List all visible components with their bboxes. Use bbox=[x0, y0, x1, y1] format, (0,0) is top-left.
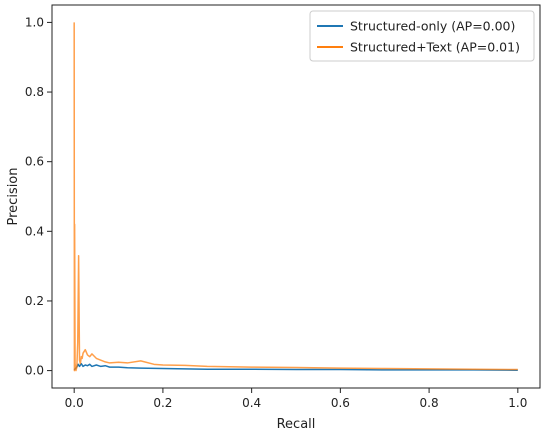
series-line-structured-text bbox=[73, 22, 518, 372]
y-tick-label: 0.0 bbox=[25, 364, 44, 378]
y-tick-label: 0.2 bbox=[25, 294, 44, 308]
y-tick-label: 0.8 bbox=[25, 85, 44, 99]
legend-label-structured-text: Structured+Text (AP=0.01) bbox=[350, 40, 520, 55]
x-tick-label: 0.4 bbox=[242, 396, 261, 410]
x-tick-label: 0.8 bbox=[420, 396, 439, 410]
axis-ticks: 0.0 0.2 0.4 0.6 0.8 1.0 0.0 0.2 0.4 0.6 0.8 1.0 bbox=[25, 15, 527, 410]
x-tick-label: 0.2 bbox=[153, 396, 172, 410]
legend: Structured-only (AP=0.00) Structured+Tex… bbox=[309, 10, 535, 62]
x-tick-label: 0.0 bbox=[65, 396, 84, 410]
plot-marks bbox=[73, 22, 518, 372]
legend-box bbox=[309, 10, 535, 62]
y-tick-label: 0.6 bbox=[25, 155, 44, 169]
series-line-structured-only bbox=[73, 362, 518, 371]
legend-label-structured-only: Structured-only (AP=0.00) bbox=[350, 19, 515, 34]
plot-frame bbox=[51, 4, 541, 389]
x-tick-label: 1.0 bbox=[508, 396, 527, 410]
y-tick-label: 1.0 bbox=[25, 15, 44, 29]
y-tick-label: 0.4 bbox=[25, 224, 44, 238]
y-axis-label: Precision bbox=[6, 167, 21, 225]
x-tick-label: 0.6 bbox=[331, 396, 350, 410]
x-axis-label: Recall bbox=[277, 417, 316, 432]
